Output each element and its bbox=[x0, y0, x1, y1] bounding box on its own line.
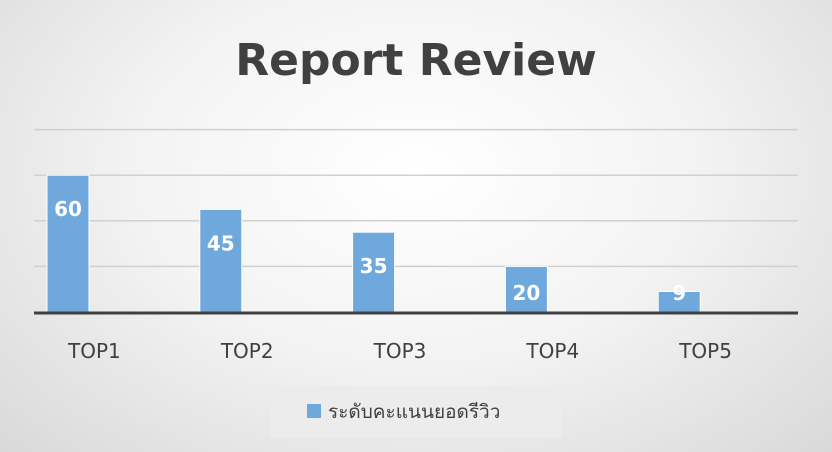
data-label: 60 bbox=[54, 197, 82, 221]
bar-top3 bbox=[352, 231, 396, 313]
x-tick-label: TOP4 bbox=[525, 339, 579, 363]
data-label: 20 bbox=[512, 281, 540, 305]
data-labels: 60 45 35 20 9 bbox=[54, 197, 686, 305]
x-tick-label: TOP1 bbox=[67, 339, 121, 363]
data-label: 9 bbox=[672, 281, 686, 305]
bar-top1 bbox=[46, 174, 90, 313]
bar-top2 bbox=[199, 208, 243, 313]
data-label: 45 bbox=[207, 231, 235, 255]
legend-entry-label: ระดับคะแนนยอดรีวิว bbox=[328, 401, 500, 423]
bars bbox=[46, 174, 701, 313]
legend: ระดับคะแนนยอดรีวิว bbox=[270, 386, 562, 438]
x-tick-label: TOP5 bbox=[678, 339, 732, 363]
data-label: 35 bbox=[360, 254, 388, 278]
chart-title: Report Review bbox=[235, 35, 596, 86]
x-tick-label: TOP2 bbox=[220, 339, 274, 363]
legend-swatch bbox=[307, 404, 321, 418]
x-tick-labels: TOP1 TOP2 TOP3 TOP4 TOP5 bbox=[67, 339, 732, 363]
gridlines bbox=[34, 128, 798, 268]
x-tick-label: TOP3 bbox=[373, 339, 427, 363]
